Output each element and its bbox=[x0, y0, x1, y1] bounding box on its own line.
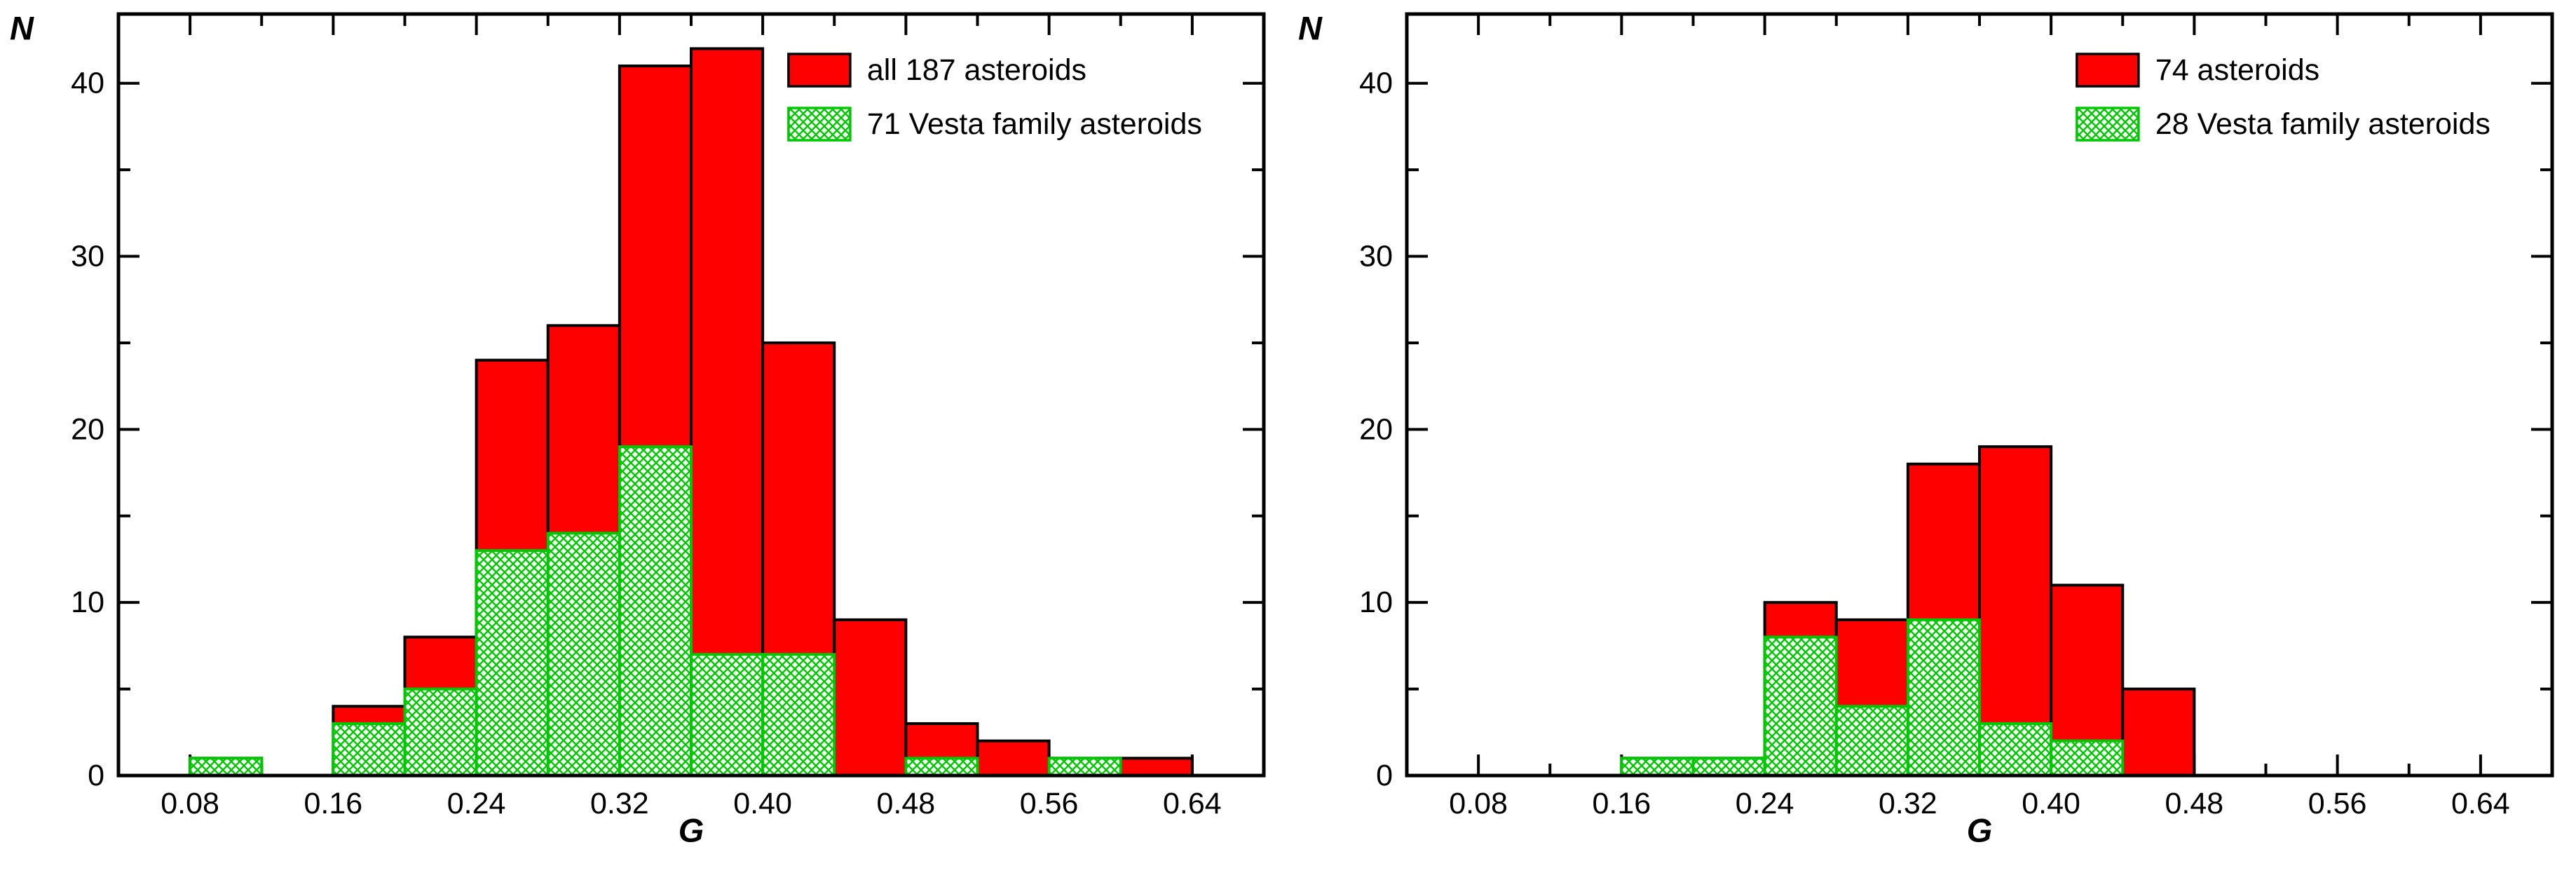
bar-crosshatch bbox=[1763, 635, 1838, 778]
x-tick-label: 0.16 bbox=[304, 787, 363, 820]
y-tick-label: 40 bbox=[1359, 67, 1393, 100]
y-tick-label: 10 bbox=[1359, 586, 1393, 619]
bar-solid bbox=[833, 618, 908, 778]
y-tick-label: 30 bbox=[1359, 240, 1393, 273]
bar-crosshatch bbox=[1619, 757, 1694, 778]
y-tick-label: 30 bbox=[71, 240, 104, 273]
x-tick-label: 0.40 bbox=[733, 787, 792, 820]
y-tick-label: 10 bbox=[71, 586, 104, 619]
bar-crosshatch bbox=[403, 687, 478, 777]
bar-crosshatch bbox=[189, 757, 264, 778]
x-tick-label: 0.16 bbox=[1592, 787, 1651, 820]
legend-swatch-solid bbox=[787, 53, 852, 88]
y-axis-label: N bbox=[10, 10, 34, 47]
bar-solid bbox=[2120, 687, 2195, 777]
histogram-right: 0 10 20 30 40 0.08 0.16 0.24 0.32 0.40 0.48 0.56 0.6… bbox=[1288, 0, 2576, 873]
x-tick-label: 0.48 bbox=[877, 787, 936, 820]
bar-crosshatch bbox=[618, 445, 693, 778]
legend-label: 74 asteroids bbox=[2155, 53, 2319, 87]
legend-swatch-crosshatch bbox=[787, 107, 852, 142]
y-tick-label: 20 bbox=[71, 412, 104, 446]
histogram-panel-left: 0 10 20 30 40 0.08 0.16 0.24 0.32 0.40 0.48 0.56 0.6… bbox=[10, 9, 1266, 849]
legend-swatch-crosshatch bbox=[2075, 107, 2140, 142]
y-tick-label: 40 bbox=[71, 67, 104, 100]
plot-box bbox=[1405, 12, 2554, 778]
x-tick-label: 0.24 bbox=[447, 787, 506, 820]
x-tick-label: 0.56 bbox=[1020, 787, 1079, 820]
y-tick-label: 0 bbox=[1376, 759, 1393, 792]
x-axis-label: G bbox=[1966, 812, 1992, 849]
bar-crosshatch bbox=[761, 653, 836, 778]
bar-crosshatch bbox=[332, 722, 407, 778]
bar-crosshatch bbox=[1834, 705, 1909, 777]
bar-crosshatch bbox=[1047, 757, 1122, 778]
x-tick-label: 0.64 bbox=[1163, 787, 1222, 820]
bar-crosshatch bbox=[546, 532, 621, 777]
x-tick-label: 0.08 bbox=[1449, 787, 1508, 820]
legend-label: 71 Vesta family asteroids bbox=[867, 107, 1202, 141]
histogram-left: 0 10 20 30 40 0.08 0.16 0.24 0.32 0.40 0.48 0.56 0.6… bbox=[10, 9, 1266, 849]
plot-box bbox=[116, 12, 1266, 778]
x-tick-label: 0.24 bbox=[1735, 787, 1794, 820]
bar-crosshatch bbox=[904, 757, 979, 778]
bar-crosshatch bbox=[2049, 739, 2124, 777]
x-tick-label: 0.40 bbox=[2022, 787, 2080, 820]
bar-crosshatch bbox=[475, 549, 550, 777]
x-tick-label: 0.48 bbox=[2165, 787, 2223, 820]
legend-swatch-solid bbox=[2075, 53, 2140, 88]
y-tick-label: 20 bbox=[1359, 412, 1393, 446]
x-tick-label: 0.56 bbox=[2308, 787, 2366, 820]
x-tick-label: 0.32 bbox=[1879, 787, 1937, 820]
bar-solid bbox=[976, 739, 1051, 777]
x-axis-label: G bbox=[679, 812, 704, 849]
y-tick-label: 0 bbox=[88, 759, 104, 792]
x-tick-label: 0.64 bbox=[2451, 787, 2510, 820]
bar-crosshatch bbox=[690, 653, 765, 778]
bar-crosshatch bbox=[1691, 757, 1766, 778]
bar-solid bbox=[1119, 757, 1194, 778]
bar-crosshatch bbox=[1977, 722, 2052, 778]
x-tick-label: 0.32 bbox=[590, 787, 649, 820]
legend-label: all 187 asteroids bbox=[867, 53, 1086, 87]
legend-label: 28 Vesta family asteroids bbox=[2155, 107, 2490, 141]
histogram-panel-right: 0 10 20 30 40 0.08 0.16 0.24 0.32 0.40 0.48 0.56 0.6… bbox=[1288, 0, 2576, 873]
bar-crosshatch bbox=[1906, 618, 1981, 778]
y-axis-label: N bbox=[1298, 10, 1323, 47]
x-tick-label: 0.08 bbox=[161, 787, 219, 820]
